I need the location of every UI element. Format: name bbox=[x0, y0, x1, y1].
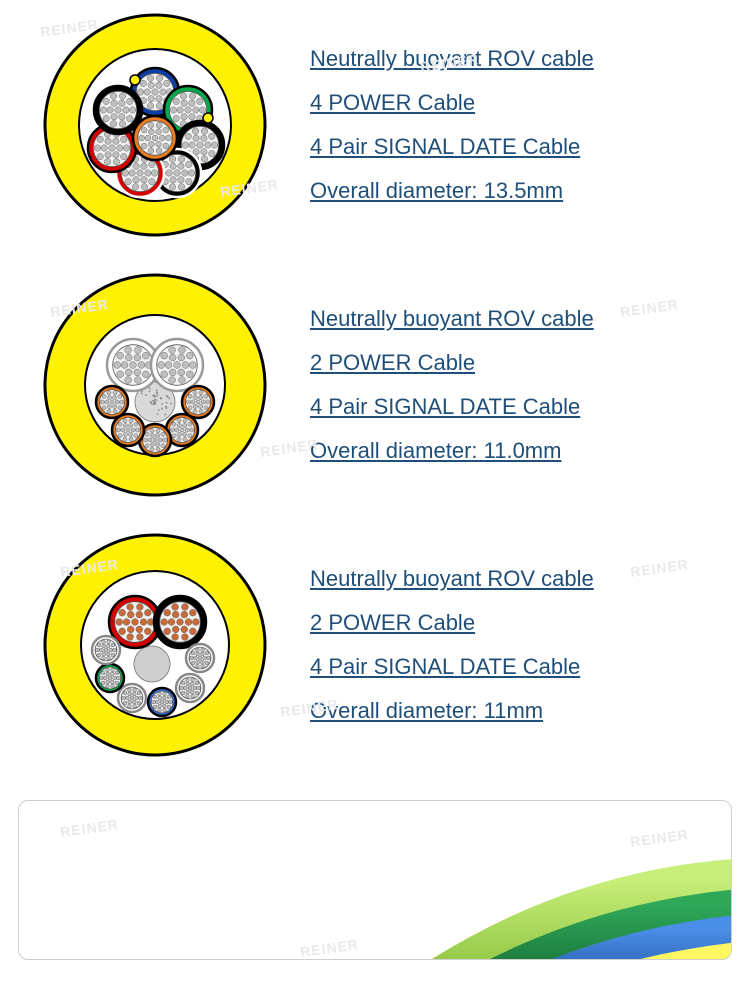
cable-spec-row: Neutrally buoyant ROV cable2 POWER Cable… bbox=[0, 520, 750, 780]
cable-photo-illustration bbox=[19, 801, 731, 959]
cable-cross-section-diagram bbox=[40, 270, 270, 500]
cable-spec-line: Neutrally buoyant ROV cable bbox=[310, 297, 730, 341]
product-photo-panel bbox=[18, 800, 732, 960]
cable-spec-row: Neutrally buoyant ROV cable4 POWER Cable… bbox=[0, 0, 750, 260]
cable-spec-line: 2 POWER Cable bbox=[310, 341, 730, 385]
cable-spec-line: Neutrally buoyant ROV cable bbox=[310, 557, 730, 601]
cable-spec-list: Neutrally buoyant ROV cable4 POWER Cable… bbox=[310, 37, 730, 213]
cable-spec-line: 4 POWER Cable bbox=[310, 81, 730, 125]
cable-spec-row: Neutrally buoyant ROV cable2 POWER Cable… bbox=[0, 260, 750, 520]
cable-spec-line: 4 Pair SIGNAL DATE Cable bbox=[310, 385, 730, 429]
cable-spec-list: Neutrally buoyant ROV cable2 POWER Cable… bbox=[310, 297, 730, 473]
cable-spec-line: Overall diameter: 13.5mm bbox=[310, 169, 730, 213]
cable-spec-line: 2 POWER Cable bbox=[310, 601, 730, 645]
cable-cross-section-diagram bbox=[40, 10, 270, 240]
cable-cross-section-diagram bbox=[40, 530, 270, 760]
cable-spec-line: Overall diameter: 11.0mm bbox=[310, 429, 730, 473]
cable-spec-line: 4 Pair SIGNAL DATE Cable bbox=[310, 125, 730, 169]
cable-spec-list: Neutrally buoyant ROV cable2 POWER Cable… bbox=[310, 557, 730, 733]
cable-spec-line: Overall diameter: 11mm bbox=[310, 689, 730, 733]
cable-spec-line: Neutrally buoyant ROV cable bbox=[310, 37, 730, 81]
cable-spec-line: 4 Pair SIGNAL DATE Cable bbox=[310, 645, 730, 689]
